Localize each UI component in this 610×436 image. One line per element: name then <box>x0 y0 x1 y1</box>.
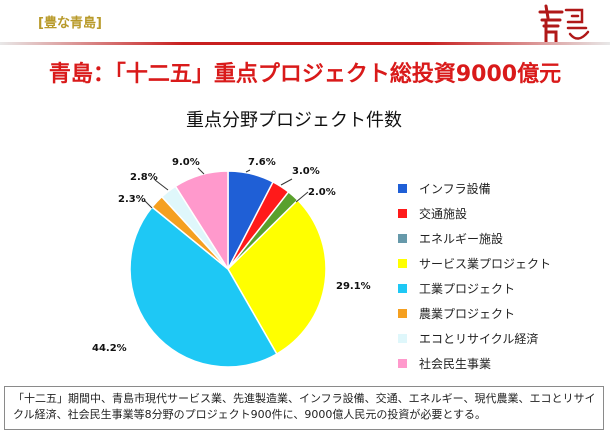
legend-label: サービス業プロジェクト <box>419 257 552 271</box>
section-tag: [豊な青島] <box>38 16 102 31</box>
legend-swatch <box>398 209 407 218</box>
footer-note: 「十二五」期間中、青島市現代サービス業、先進製造業、インフラ設備、交通、エネルギ… <box>4 386 604 430</box>
data-label: 2.8% <box>130 172 158 183</box>
legend-label: 農業プロジェクト <box>419 307 516 321</box>
data-label: 2.3% <box>118 194 146 205</box>
legend-swatch <box>398 359 407 368</box>
leader-line <box>295 191 309 203</box>
pie-chart: 重点分野プロジェクト件数 7.6% 3.0% 2.0% 29.1% 44.2% 2.3% 2… <box>92 110 402 368</box>
pie-slice <box>129 205 278 368</box>
legend-item: サービス業プロジェクト <box>398 251 598 276</box>
legend-item: エコとリサイクル経済 <box>398 326 598 351</box>
data-label: 29.1% <box>336 281 371 292</box>
pie-slice <box>227 199 327 355</box>
legend-item: 工業プロジェクト <box>398 276 598 301</box>
page-title: 青島：「十二五」重点プロジェクト総投資9000億元 <box>48 62 562 87</box>
leader-line <box>280 178 293 186</box>
leader-line <box>245 169 251 173</box>
legend-swatch <box>398 309 407 318</box>
leader-line <box>143 199 153 209</box>
pie-slice <box>174 170 229 272</box>
legend-swatch <box>398 334 407 343</box>
legend-label: 社会民生事業 <box>419 357 492 371</box>
data-label: 9.0% <box>172 157 200 168</box>
qingdao-logo <box>538 4 590 44</box>
legend-label: インフラ設備 <box>419 182 491 196</box>
legend-swatch <box>398 234 407 243</box>
legend-item: エネルギー施設 <box>398 226 598 251</box>
leader-line <box>197 167 205 175</box>
legend-swatch <box>398 259 407 268</box>
legend-swatch <box>398 184 407 193</box>
chart-title: 重点分野プロジェクト件数 <box>186 110 402 131</box>
legend-item: 交通施設 <box>398 201 598 226</box>
leader-line <box>154 179 169 191</box>
legend-item: 社会民生事業 <box>398 351 598 376</box>
data-label: 3.0% <box>292 166 320 177</box>
data-label: 7.6% <box>248 157 276 168</box>
data-label: 2.0% <box>308 187 336 198</box>
title-divider <box>0 42 610 45</box>
legend-item: 農業プロジェクト <box>398 301 598 326</box>
legend-item: インフラ設備 <box>398 176 598 201</box>
legend-label: エネルギー施設 <box>419 232 504 246</box>
legend-label: 工業プロジェクト <box>419 282 516 296</box>
data-label: 44.2% <box>92 343 127 354</box>
chart-legend: インフラ設備 交通施設エネルギー施設サービス業プロジェクト 工業プロジェクト 農業プロ… <box>398 176 598 376</box>
legend-swatch <box>398 284 407 293</box>
legend-label: 交通施設 <box>419 207 468 221</box>
legend-label: エコとリサイクル経済 <box>419 332 539 346</box>
